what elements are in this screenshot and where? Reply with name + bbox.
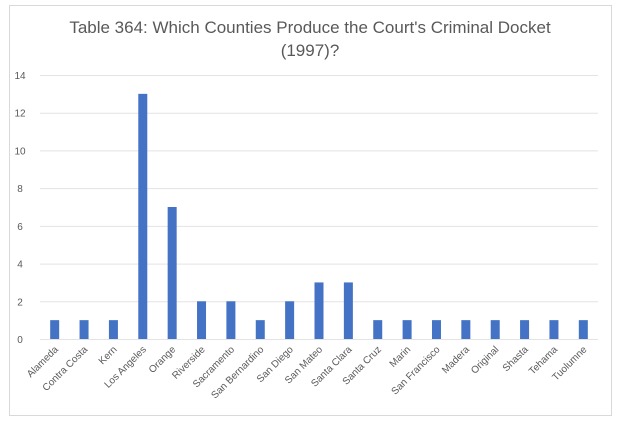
bar-marin bbox=[402, 320, 412, 339]
y-tick-label: 14 bbox=[14, 71, 26, 82]
bar-tehama bbox=[549, 320, 559, 339]
chart-title-line-2: (1997)? bbox=[281, 41, 340, 60]
bar-san-bernardino bbox=[255, 320, 265, 339]
y-tick-label: 0 bbox=[17, 335, 23, 346]
bar-san-francisco bbox=[431, 320, 441, 339]
chart-title-line-1: Table 364: Which Counties Produce the Co… bbox=[69, 18, 551, 37]
bar-orange bbox=[167, 207, 177, 339]
bar-madera bbox=[461, 320, 471, 339]
bar-original bbox=[490, 320, 500, 339]
bar-tuolumne bbox=[578, 320, 588, 339]
y-tick-label: 2 bbox=[17, 297, 23, 308]
bar-shasta bbox=[520, 320, 530, 339]
y-tick-label: 12 bbox=[14, 109, 26, 120]
bar-los-angeles bbox=[138, 93, 148, 339]
bar-riverside bbox=[197, 301, 207, 339]
bar-san-diego bbox=[285, 301, 295, 339]
bar-sacramento bbox=[226, 301, 236, 339]
y-axis: 0 2 4 6 8 10 12 14 bbox=[14, 71, 26, 346]
y-tick-label: 4 bbox=[17, 260, 23, 271]
y-tick-label: 8 bbox=[17, 184, 23, 195]
bar-san-mateo bbox=[314, 282, 324, 339]
bar-santa-clara bbox=[343, 282, 353, 339]
y-tick-label: 6 bbox=[17, 222, 23, 233]
bars bbox=[50, 93, 588, 339]
bar-contra-costa bbox=[79, 320, 89, 339]
y-tick-label: 10 bbox=[14, 146, 26, 157]
bar-alameda bbox=[50, 320, 60, 339]
bar-kern bbox=[108, 320, 118, 339]
bar-santa-cruz bbox=[373, 320, 383, 339]
gridlines bbox=[40, 75, 598, 340]
chart-frame bbox=[9, 5, 612, 416]
